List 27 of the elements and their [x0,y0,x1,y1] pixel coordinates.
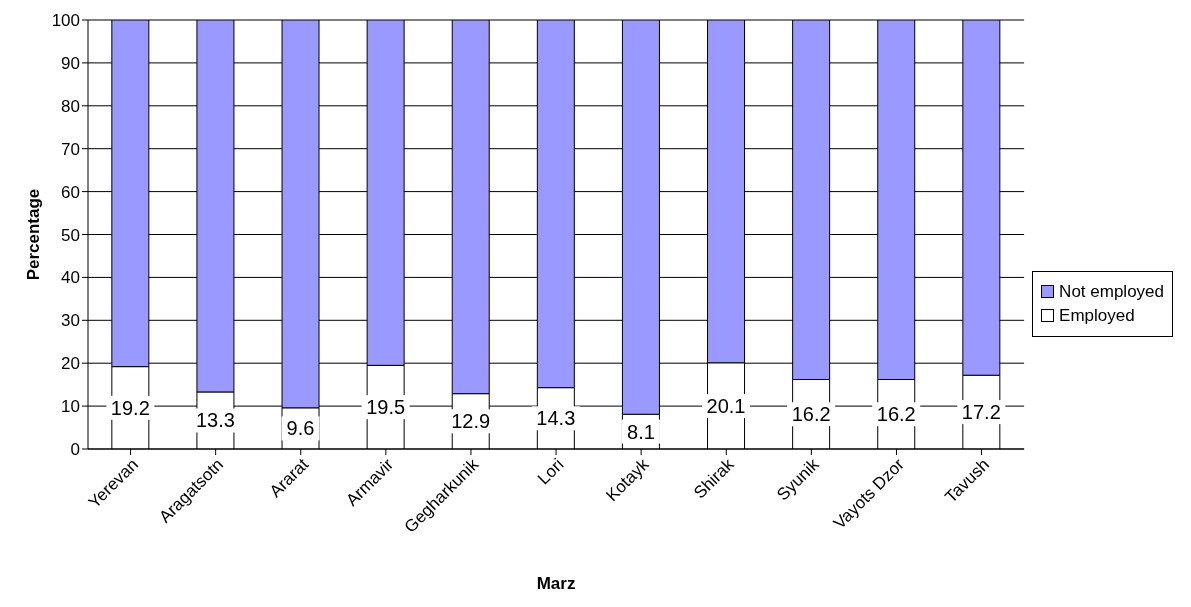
y-axis-title: Percentage [24,188,44,281]
y-tick-label: 0 [70,440,80,460]
legend-label: Not employed [1059,281,1164,302]
y-tick-label: 50 [61,225,80,245]
data-label: 13.3 [195,409,235,432]
data-label: 19.5 [366,396,406,419]
data-label: 19.2 [110,396,150,419]
data-label: 8.1 [627,420,655,443]
data-label: 16.2 [876,403,916,426]
y-tick-label: 30 [61,311,80,331]
y-tick-label: 100 [51,11,80,31]
x-tick-label: Lori [533,454,568,489]
data-label: 20.1 [706,394,746,417]
y-tick-label: 10 [61,397,80,417]
y-tick-label: 40 [61,268,80,288]
x-axis-title: Marz [536,574,576,593]
y-tick-label: 70 [61,139,80,159]
y-tick-label: 80 [61,96,80,116]
data-label: 12.9 [451,410,491,433]
y-tick-label: 20 [61,354,80,374]
data-label: 16.2 [791,403,831,426]
data-label: 17.2 [961,401,1001,424]
data-label: 14.3 [536,407,576,430]
y-tick-label: 60 [61,182,80,202]
y-tick-label: 90 [61,53,80,73]
legend-label: Employed [1059,305,1135,326]
data-label: 9.6 [286,417,315,440]
